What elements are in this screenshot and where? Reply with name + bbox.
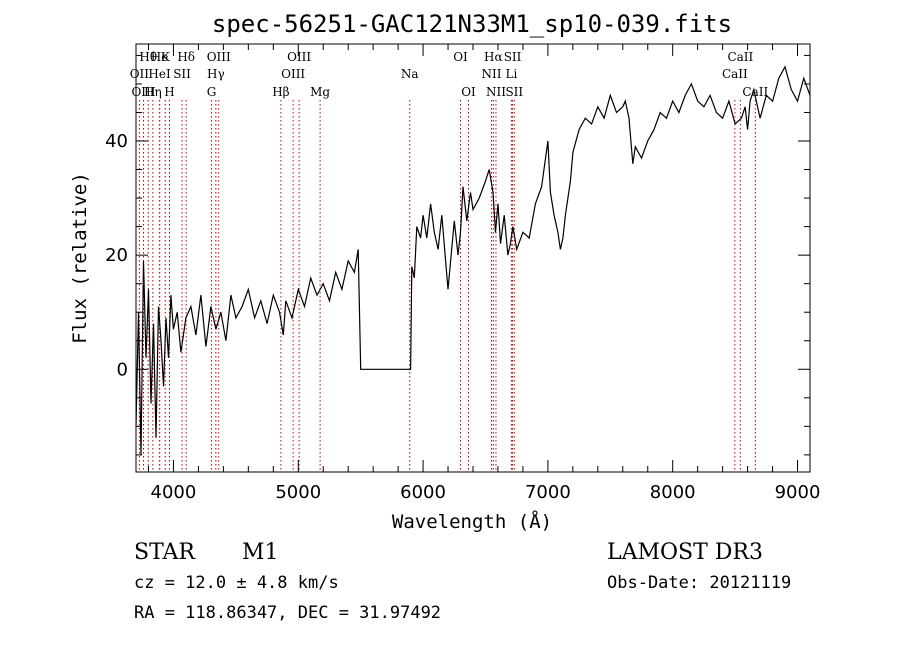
line-marker-label-24: NII — [486, 85, 506, 99]
y-tick-label-20: 20 — [105, 245, 128, 266]
chart-title: spec-56251-GAC121N33M1_sp10-039.fits — [212, 10, 732, 38]
line-marker-label-7: H — [164, 85, 174, 99]
x-tick-label-6000: 6000 — [400, 482, 446, 503]
x-tick-label-8000: 8000 — [650, 482, 696, 503]
line-marker-label-8: Hδ — [177, 50, 195, 64]
x-tick-label-4000: 4000 — [151, 482, 197, 503]
coordinates: RA = 118.86347, DEC = 31.97492 — [134, 603, 442, 623]
line-marker-label-27: CaII — [722, 67, 748, 81]
flux-series-line — [135, 65, 811, 455]
line-marker-label-9: SII — [173, 67, 191, 81]
line-marker-label-5: K — [161, 50, 171, 64]
line-marker-label-16: Mg — [310, 85, 330, 99]
line-marker-label-2: OIII — [131, 85, 155, 99]
y-tick-label-0: 0 — [117, 359, 128, 380]
object-class: STAR — [134, 540, 195, 565]
y-axis-label: Flux (relative) — [69, 172, 91, 344]
line-marker-label-28: CaII — [742, 85, 768, 99]
line-marker-label-12: G — [207, 85, 217, 99]
line-marker-label-21: SII — [504, 50, 522, 64]
x-tick-label-5000: 5000 — [275, 482, 321, 503]
line-marker-label-15: Hβ — [272, 85, 289, 99]
line-marker-label-0: Hθ — [139, 50, 157, 64]
line-marker-label-26: CaII — [727, 50, 753, 64]
line-marker-label-13: OIII — [287, 50, 311, 64]
line-marker-label-11: Hγ — [207, 67, 225, 81]
y-tick-label-40: 40 — [105, 131, 128, 152]
x-tick-label-7000: 7000 — [525, 482, 571, 503]
line-marker-label-20: Hα — [484, 50, 503, 64]
line-markers: Hθ OII OIII He Hη K HeI H Hδ SII OIII Hγ G OIII OIII Hβ… — [130, 50, 768, 472]
object-subclass: M1 — [242, 540, 279, 565]
y-axis: 0 20 40 — [105, 54, 810, 456]
x-axis: 4000 5000 6000 7000 8000 9000 — [147, 44, 821, 503]
line-marker-label-22: NII — [481, 67, 501, 81]
line-marker-label-18: OI — [453, 50, 468, 64]
x-axis-label: Wavelength (Å) — [392, 510, 552, 533]
redshift-value: cz = 12.0 ± 4.8 km/s — [134, 573, 339, 593]
survey-name: LAMOST DR3 — [607, 540, 763, 565]
plot-frame — [135, 43, 811, 473]
line-marker-label-6: HeI — [148, 67, 171, 81]
line-marker-label-14: OIII — [281, 67, 305, 81]
line-marker-label-1: OII — [130, 67, 150, 81]
line-marker-label-23: Li — [506, 67, 518, 81]
observation-date: Obs-Date: 20121119 — [607, 573, 792, 593]
x-tick-label-9000: 9000 — [775, 482, 821, 503]
line-marker-label-25: SII — [505, 85, 523, 99]
line-marker-label-4: Hη — [144, 85, 162, 99]
line-marker-label-3: He — [151, 50, 169, 64]
line-marker-label-10: OIII — [207, 50, 231, 64]
line-marker-label-19: OI — [461, 85, 476, 99]
line-marker-label-17: Na — [401, 67, 419, 81]
